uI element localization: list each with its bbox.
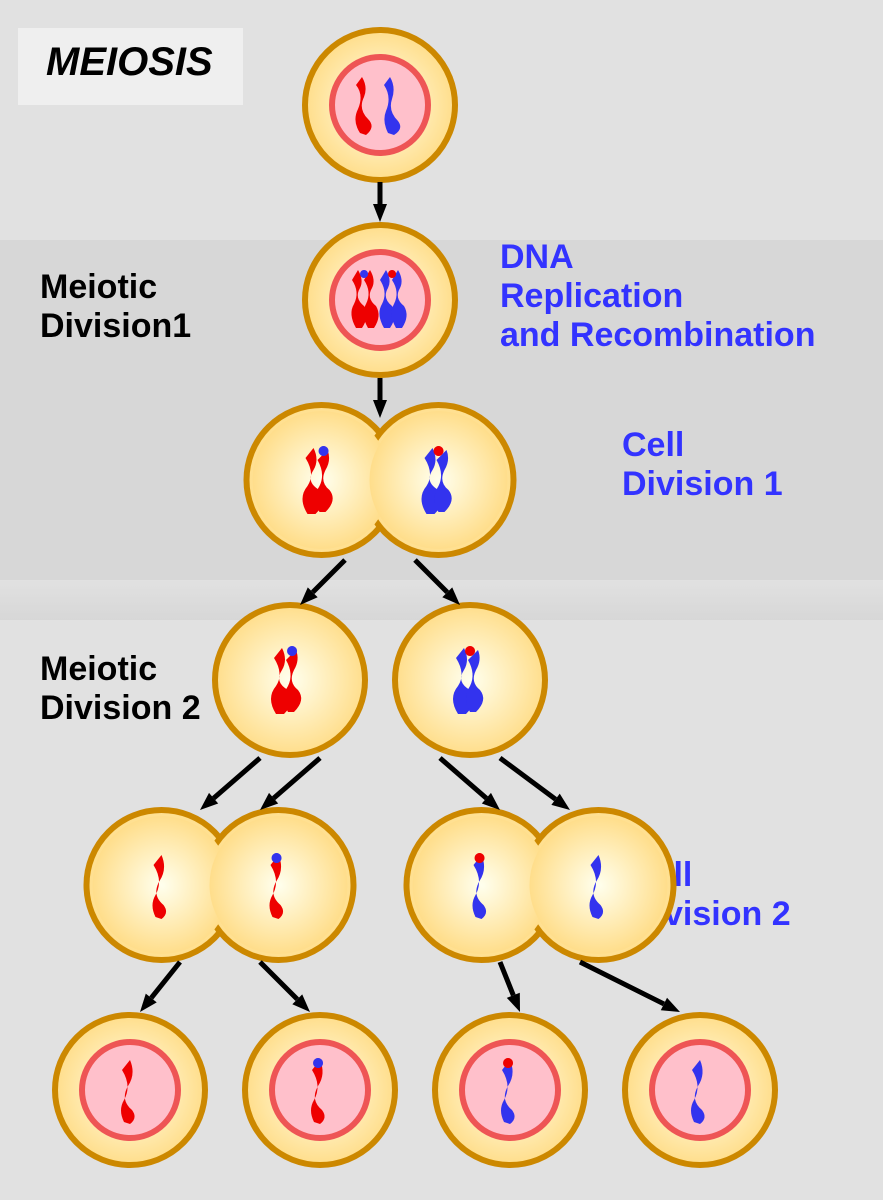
cell-c0 [305,30,455,180]
cell-c3R [395,605,545,755]
cell-c5a [55,1015,205,1165]
cell-c3L [215,605,365,755]
cell-c2 [247,405,514,555]
cell-c4L [87,810,354,960]
cell-c1 [305,225,455,375]
cell-c5b [245,1015,395,1165]
cell-c4R [407,810,674,960]
cell-c5c [435,1015,585,1165]
meiosis-diagram [0,0,883,1200]
cell-c5d [625,1015,775,1165]
